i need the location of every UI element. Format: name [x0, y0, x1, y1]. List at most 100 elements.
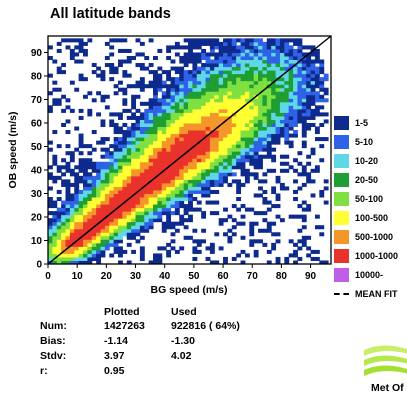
density-cell: [201, 154, 207, 159]
density-cell: [284, 126, 290, 131]
density-cell: [266, 228, 272, 233]
density-cell: [192, 249, 198, 254]
density-cell: [65, 249, 71, 254]
density-cell: [157, 200, 163, 205]
density-cell: [231, 126, 237, 131]
density-cell: [258, 239, 263, 244]
density-cell: [188, 158, 193, 163]
density-cell: [275, 239, 281, 244]
density-cell: [183, 158, 189, 163]
density-cell: [288, 105, 294, 110]
density-cell: [91, 186, 97, 191]
density-cell: [271, 41, 277, 46]
density-cell: [188, 126, 193, 131]
density-cell: [205, 38, 211, 43]
density-cell: [196, 161, 202, 166]
density-cell: [131, 158, 137, 163]
density-cell: [96, 66, 102, 71]
density-cell: [244, 41, 250, 46]
density-cell: [205, 108, 211, 113]
density-cell: [148, 165, 154, 170]
density-cell: [131, 218, 137, 223]
density-cell: [109, 165, 115, 170]
density-cell: [244, 45, 250, 50]
density-cell: [48, 91, 53, 96]
density-cell: [288, 214, 294, 219]
density-cell: [179, 144, 185, 149]
density-cell: [249, 87, 255, 92]
density-cell: [118, 235, 123, 240]
density-cell: [122, 140, 128, 145]
density-cell: [96, 239, 102, 244]
density-cell: [161, 189, 167, 194]
density-cell: [188, 45, 193, 50]
density-cell: [104, 204, 110, 209]
legend: 1-5 5-10 10-20 20-50 50-100 100-500 500-1000 10…: [334, 113, 398, 303]
density-cell: [214, 101, 220, 106]
density-cell: [170, 84, 176, 89]
density-cell: [214, 66, 220, 71]
density-cell: [65, 214, 71, 219]
density-cell: [192, 122, 198, 127]
density-cell: [293, 52, 298, 57]
density-cell: [209, 41, 215, 46]
density-cell: [266, 147, 272, 152]
density-cell: [118, 130, 123, 135]
density-cell: [188, 179, 193, 184]
density-cell: [109, 200, 115, 205]
density-cell: [231, 38, 237, 43]
density-cell: [227, 80, 233, 85]
density-cell: [157, 133, 163, 138]
density-cell: [161, 193, 167, 198]
density-cell: [144, 193, 150, 198]
density-cell: [223, 122, 228, 127]
density-cell: [96, 204, 102, 209]
density-cell: [139, 249, 145, 254]
density-cell: [56, 70, 62, 75]
density-cell: [131, 221, 137, 226]
density-cell: [196, 172, 202, 177]
density-cell: [52, 253, 58, 258]
density-cell: [284, 101, 290, 106]
density-cell: [266, 77, 272, 82]
density-cell: [236, 59, 242, 64]
density-cell: [253, 101, 259, 106]
density-cell: [83, 161, 88, 166]
density-cell: [288, 239, 294, 244]
density-cell: [74, 126, 80, 131]
density-cell: [301, 122, 307, 127]
density-cell: [144, 165, 150, 170]
mean-fit-line: [47, 51, 312, 265]
density-cell: [126, 158, 132, 163]
density-cell: [113, 66, 119, 71]
density-cell: [240, 214, 246, 219]
density-cell: [174, 179, 180, 184]
density-cell: [52, 242, 58, 247]
density-cell: [227, 161, 233, 166]
density-cell: [87, 182, 93, 187]
density-cell: [170, 66, 176, 71]
density-cell: [271, 66, 277, 71]
density-cell: [297, 84, 303, 89]
density-cell: [275, 179, 281, 184]
density-cell: [100, 207, 106, 212]
density-cell: [223, 232, 228, 237]
density-cell: [196, 94, 202, 99]
density-cell: [100, 253, 106, 258]
density-cell: [174, 133, 180, 138]
density-cell: [122, 225, 128, 230]
density-cell: [214, 137, 220, 142]
density-cell: [240, 73, 246, 78]
density-cell: [201, 87, 207, 92]
density-cell: [113, 235, 119, 240]
density-cell: [48, 108, 53, 113]
density-cell: [223, 87, 228, 92]
density-cell: [113, 232, 119, 237]
density-cell: [170, 147, 176, 152]
density-cell: [275, 80, 281, 85]
density-cell: [275, 98, 281, 103]
density-cell: [113, 168, 119, 173]
density-cell: [258, 45, 263, 50]
density-cell: [135, 197, 141, 202]
density-cell: [157, 197, 163, 202]
